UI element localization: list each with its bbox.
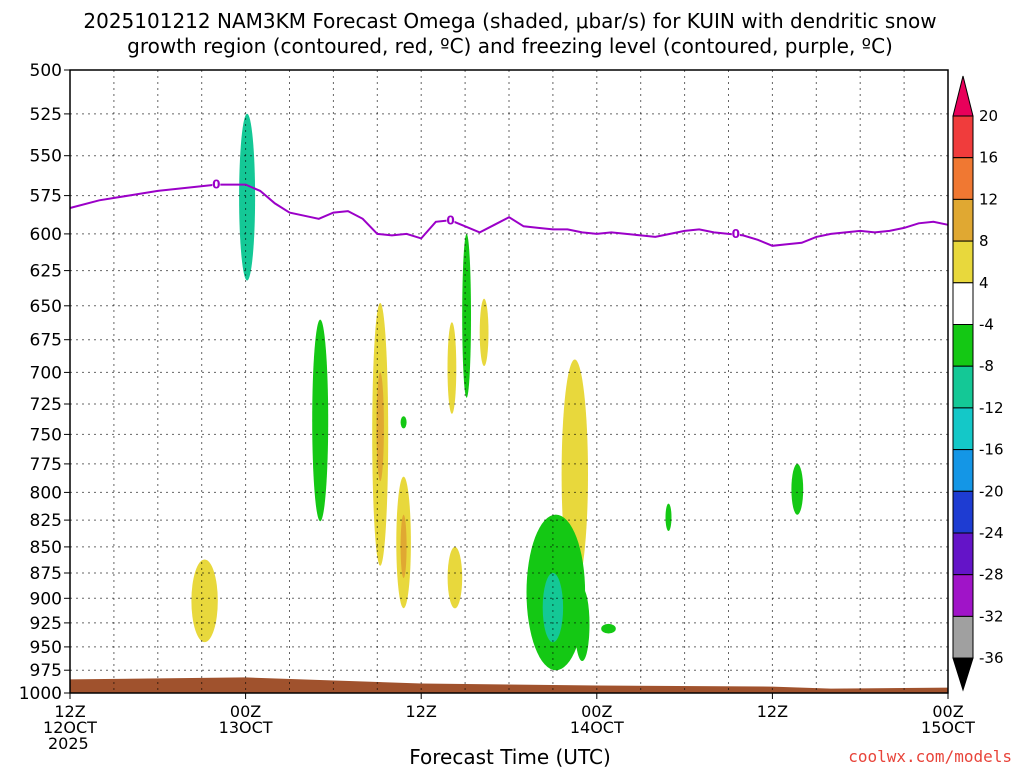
colorbar-segment [952, 490, 974, 534]
colorbar-level-label: -8 [979, 357, 994, 375]
omega-region-14 [542, 573, 564, 643]
colorbar-level-label: -36 [979, 649, 1004, 667]
omega-region-11 [447, 546, 463, 609]
colorbar-segment [952, 115, 974, 159]
y-tick-label: 975 [30, 661, 62, 681]
freezing-level-label-bg [731, 227, 740, 240]
colorbar-level-label: -12 [979, 399, 1004, 417]
x-tick-label: 13OCT [219, 718, 273, 737]
colorbar-level-label: -28 [979, 566, 1004, 584]
colorbar-level-label: -20 [979, 482, 1004, 500]
omega-region-8 [447, 322, 457, 414]
chart-subtitle: growth region (contoured, red, ºC) and f… [127, 34, 893, 58]
x-tick-label: 00Z [581, 702, 612, 721]
y-tick-label: 775 [30, 455, 62, 475]
freezing-level-label-bg [446, 214, 455, 227]
y-tick-label: 900 [30, 589, 62, 609]
colorbar-segment [952, 365, 974, 409]
colorbar-segment [952, 157, 974, 200]
omega-region-18 [791, 463, 804, 515]
y-tick-label: 575 [30, 187, 62, 207]
colorbar-level-label: -4 [979, 316, 994, 334]
omega-region-10 [479, 298, 489, 366]
colorbar-level-label: 20 [979, 107, 998, 125]
freezing-level-label: 0 [212, 178, 220, 192]
colorbar-segment [952, 407, 974, 451]
x-axis-label: Forecast Time (UTC) [409, 745, 611, 768]
colorbar-segment [952, 324, 974, 367]
omega-region-17 [665, 503, 672, 531]
colorbar-segment [952, 449, 974, 492]
y-tick-label: 825 [30, 511, 62, 531]
freezing-level-label-bg [212, 178, 221, 191]
omega-region-9 [462, 233, 471, 398]
colorbar-level-label: -16 [979, 441, 1004, 459]
omega-region-2 [312, 319, 329, 522]
y-tick-label: 525 [30, 105, 62, 125]
omega-region-7 [400, 514, 407, 579]
plot-frame [69, 69, 949, 694]
chart-title: 2025101212 NAM3KM Forecast Omega (shaded… [83, 9, 936, 33]
omega-region-5 [400, 416, 407, 429]
colorbar-segment [952, 615, 974, 659]
y-tick-label: 750 [30, 425, 62, 445]
y-tick-label: 700 [30, 363, 62, 383]
colorbar-level-label: 4 [979, 274, 989, 292]
y-tick-label: 500 [30, 61, 62, 81]
x-tick-label: 14OCT [570, 718, 624, 737]
x-tick-label: 2025 [48, 734, 89, 753]
credit-text: coolwx.com/models [848, 747, 1012, 766]
y-tick-label: 550 [30, 147, 62, 167]
omega-region-4 [376, 372, 384, 482]
x-tick-label: 12Z [54, 702, 85, 721]
colorbar-bottom-arrow [952, 657, 974, 692]
colorbar-segment [952, 240, 974, 284]
x-tick-label: 15OCT [921, 718, 975, 737]
x-tick-label: 12OCT [43, 718, 97, 737]
colorbar-level-label: -32 [979, 607, 1004, 625]
y-tick-label: 725 [30, 395, 62, 415]
omega-region-16 [601, 623, 616, 634]
plot-area: 0 0 0 500 525 550 575 600 625 650 675 700 725 750 775 8… [19, 61, 975, 753]
colorbar-top-arrow [952, 75, 974, 117]
y-tick-label: 625 [30, 262, 62, 282]
y-tick-label: 650 [30, 297, 62, 317]
omega-region-15 [574, 588, 590, 661]
freezing-level-label: 0 [446, 213, 454, 227]
y-tick-label: 925 [30, 614, 62, 634]
colorbar-level-label: 16 [979, 149, 998, 167]
freezing-level-line [69, 183, 949, 247]
colorbar-segment [952, 282, 974, 325]
colorbar-segment [952, 574, 974, 617]
omega-region-1 [191, 559, 218, 643]
x-tick-label: 12Z [406, 702, 437, 721]
ground-terrain [70, 677, 948, 693]
x-tick-label: 12Z [757, 702, 788, 721]
omega-region-0 [239, 113, 256, 281]
y-tick-label: 600 [30, 225, 62, 245]
y-tick-label: 675 [30, 331, 62, 351]
y-tick-label: 1000 [19, 684, 62, 704]
y-tick-label: 850 [30, 538, 62, 558]
x-tick-label: 00Z [932, 702, 963, 721]
colorbar-level-label: 12 [979, 190, 998, 208]
freezing-level-label: 0 [732, 227, 740, 241]
y-tick-label: 875 [30, 564, 62, 584]
y-tick-label: 800 [30, 483, 62, 503]
colorbar-segment [952, 532, 974, 576]
colorbar: 20 16 12 8 4 -4 -8 -12 -16 -20 -24 -28 -32 -36 [952, 75, 1004, 692]
colorbar-level-label: -24 [979, 524, 1004, 542]
y-tick-label: 950 [30, 638, 62, 658]
colorbar-segment [952, 198, 974, 242]
x-tick-label: 00Z [230, 702, 261, 721]
colorbar-level-label: 8 [979, 232, 989, 250]
